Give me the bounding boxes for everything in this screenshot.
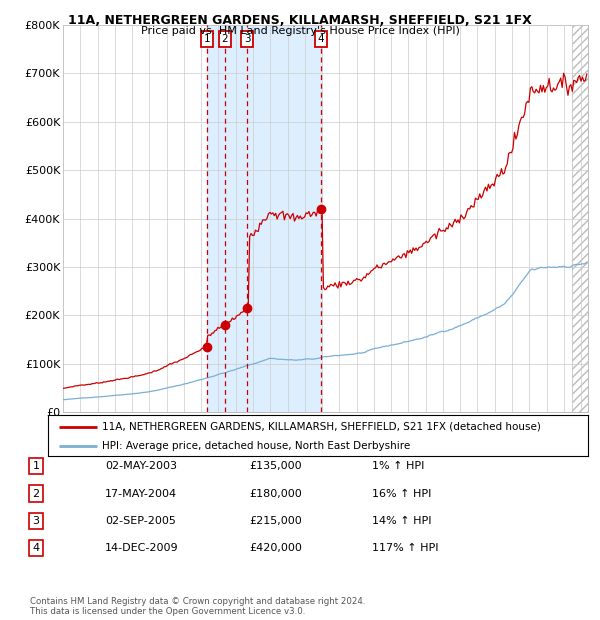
Text: This data is licensed under the Open Government Licence v3.0.: This data is licensed under the Open Gov…	[30, 607, 305, 616]
Text: 1: 1	[203, 34, 210, 45]
Text: £135,000: £135,000	[249, 461, 302, 471]
Text: 14% ↑ HPI: 14% ↑ HPI	[372, 516, 431, 526]
Text: 16% ↑ HPI: 16% ↑ HPI	[372, 489, 431, 498]
Text: 4: 4	[32, 543, 40, 553]
Text: 117% ↑ HPI: 117% ↑ HPI	[372, 543, 439, 553]
Text: 1% ↑ HPI: 1% ↑ HPI	[372, 461, 424, 471]
Bar	[207, 25, 321, 412]
Text: Price paid vs. HM Land Registry's House Price Index (HPI): Price paid vs. HM Land Registry's House …	[140, 26, 460, 36]
Text: 4: 4	[318, 34, 325, 45]
Text: 2: 2	[32, 489, 40, 498]
Text: Contains HM Land Registry data © Crown copyright and database right 2024.: Contains HM Land Registry data © Crown c…	[30, 597, 365, 606]
Text: £180,000: £180,000	[249, 489, 302, 498]
Text: £215,000: £215,000	[249, 516, 302, 526]
Text: 2: 2	[221, 34, 228, 45]
Text: 02-SEP-2005: 02-SEP-2005	[105, 516, 176, 526]
Text: 11A, NETHERGREEN GARDENS, KILLAMARSH, SHEFFIELD, S21 1FX (detached house): 11A, NETHERGREEN GARDENS, KILLAMARSH, SH…	[102, 422, 541, 432]
Text: 17-MAY-2004: 17-MAY-2004	[105, 489, 177, 498]
Bar	[572, 25, 588, 412]
Text: £420,000: £420,000	[249, 543, 302, 553]
Text: 02-MAY-2003: 02-MAY-2003	[105, 461, 177, 471]
Text: 14-DEC-2009: 14-DEC-2009	[105, 543, 179, 553]
Text: HPI: Average price, detached house, North East Derbyshire: HPI: Average price, detached house, Nort…	[102, 441, 410, 451]
Text: 11A, NETHERGREEN GARDENS, KILLAMARSH, SHEFFIELD, S21 1FX: 11A, NETHERGREEN GARDENS, KILLAMARSH, SH…	[68, 14, 532, 27]
Text: 3: 3	[32, 516, 40, 526]
Text: 3: 3	[244, 34, 251, 45]
Text: 1: 1	[32, 461, 40, 471]
